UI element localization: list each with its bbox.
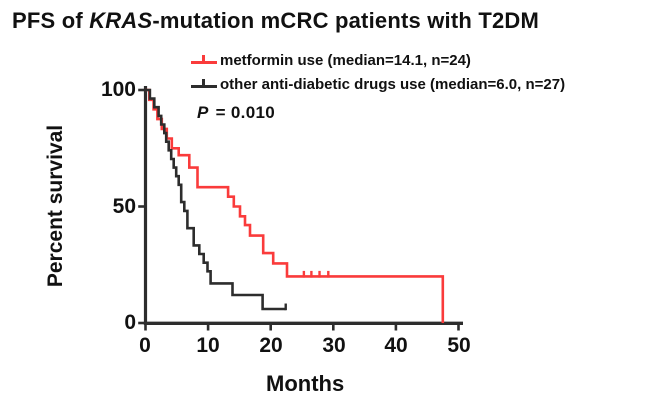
p-value-number: = 0.010 (210, 103, 275, 122)
x-tick-label-40: 40 (384, 334, 408, 357)
p-value-symbol: P (197, 103, 209, 122)
y-tick-label-50: 50 (112, 195, 136, 218)
legend-censor-tick-metformin (202, 55, 205, 64)
x-axis-title: Months (266, 371, 345, 396)
chart-title-gene-italic: KRAS (89, 8, 153, 33)
p-value: P = 0.010 (197, 103, 275, 123)
y-tick-label-0: 0 (124, 311, 136, 334)
legend-label-other: other anti-diabetic drugs use (median=6.… (220, 76, 566, 93)
x-tick-label-0: 0 (139, 334, 151, 357)
chart-title-prefix: PFS of (12, 8, 90, 33)
x-tick-label-20: 20 (259, 334, 283, 357)
y-axis-title: Percent survival (44, 124, 67, 288)
km-curve-other (145, 88, 286, 311)
x-tick-label-50: 50 (447, 334, 471, 357)
legend-censor-tick-other (202, 79, 205, 88)
x-tick-label-10: 10 (196, 334, 220, 357)
km-curve-metformin (145, 88, 445, 323)
legend-label-metformin: metformin use (median=14.1, n=24) (220, 52, 471, 69)
y-tick-label-100: 100 (100, 78, 136, 101)
x-tick-label-30: 30 (322, 334, 346, 357)
chart-title: PFS of KRAS-mutation mCRC patients with … (12, 8, 539, 34)
chart-title-suffix: -mutation mCRC patients with T2DM (152, 8, 540, 33)
